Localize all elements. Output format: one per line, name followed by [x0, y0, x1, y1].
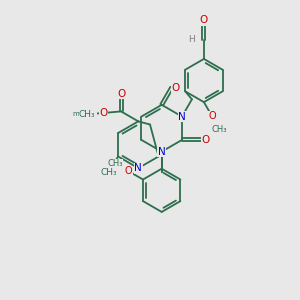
- Text: O: O: [201, 135, 210, 145]
- Text: N: N: [134, 163, 142, 173]
- Text: N: N: [158, 147, 166, 157]
- Text: CH₃: CH₃: [100, 168, 117, 177]
- Text: O: O: [125, 166, 133, 176]
- Text: O: O: [171, 82, 179, 93]
- Text: CH₃: CH₃: [79, 110, 96, 119]
- Text: H: H: [188, 34, 194, 43]
- Text: CH₃: CH₃: [108, 159, 123, 168]
- Text: O: O: [100, 108, 108, 118]
- Text: CH₃: CH₃: [212, 125, 227, 134]
- Text: methyl: methyl: [72, 111, 97, 117]
- Text: O: O: [208, 111, 216, 121]
- Text: O: O: [117, 89, 125, 99]
- Text: O: O: [200, 15, 208, 25]
- Text: N: N: [178, 112, 186, 122]
